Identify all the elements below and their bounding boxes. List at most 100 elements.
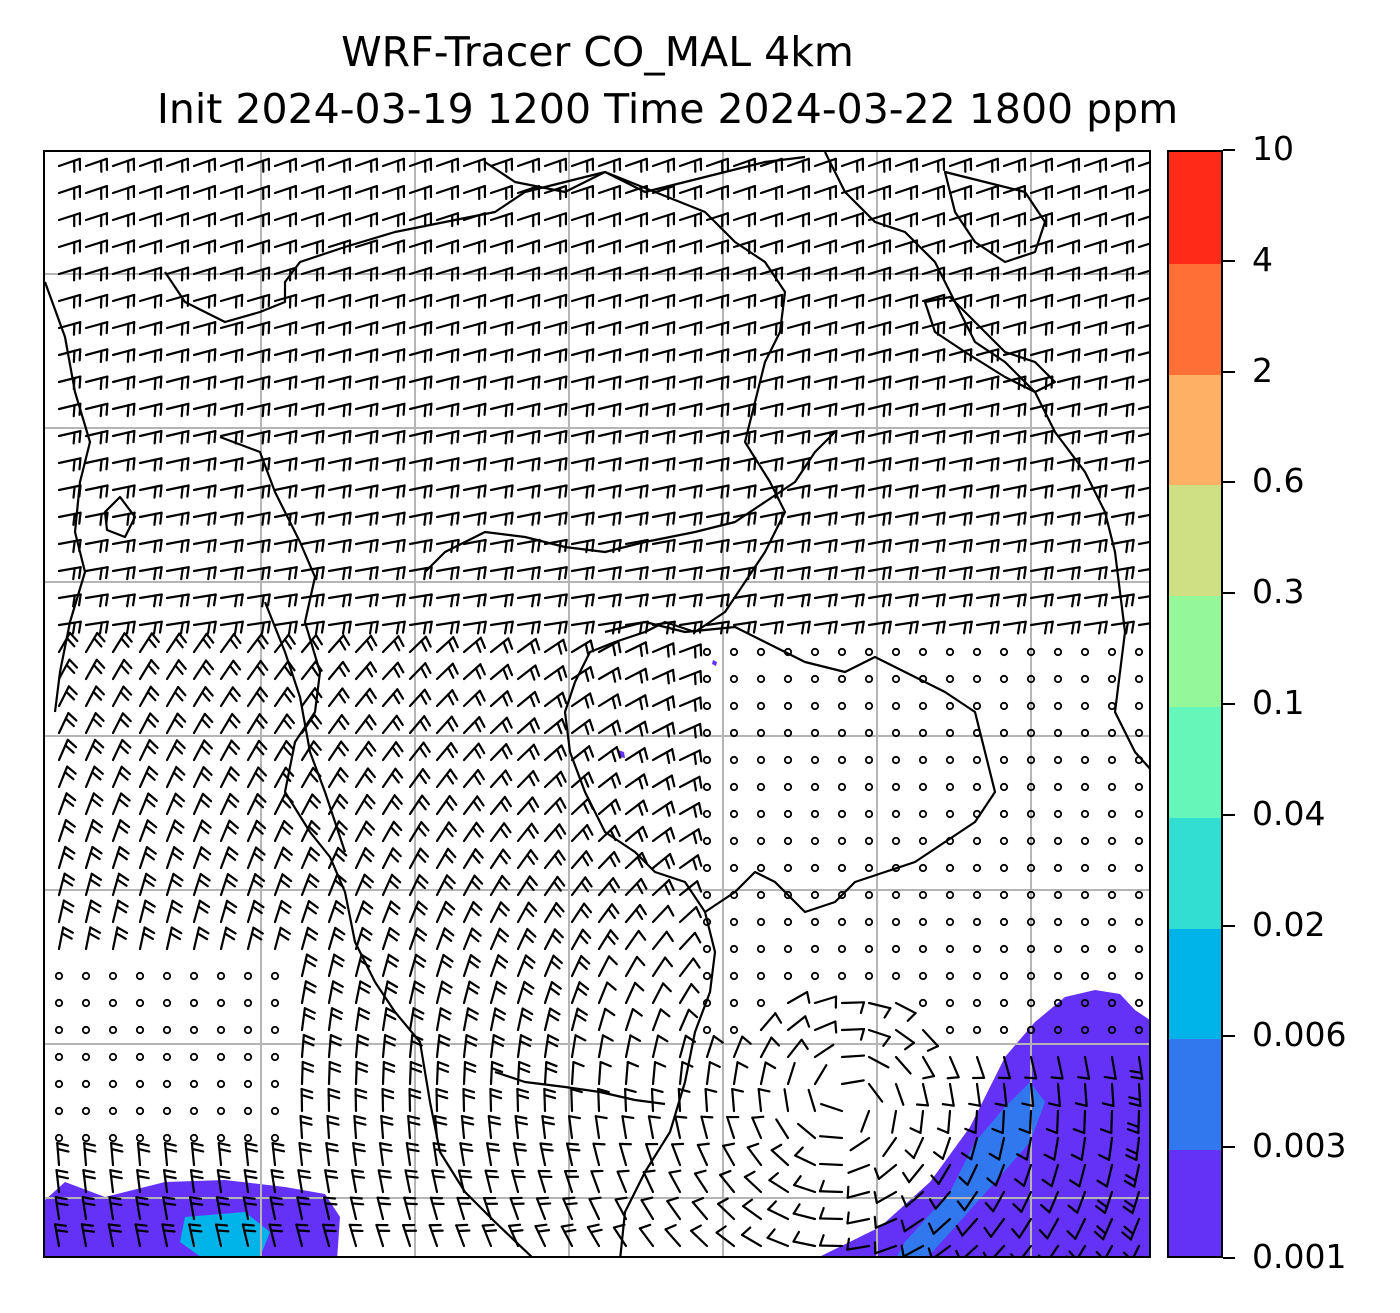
wind-barb-flag [307, 900, 319, 909]
wind-barb-flag [725, 620, 730, 634]
wind-barb [381, 348, 406, 357]
wind-barb [165, 375, 190, 384]
wind-barb [378, 1142, 385, 1167]
wind-barb [840, 511, 865, 519]
wind-barb [570, 639, 592, 654]
wind-barb [57, 484, 82, 492]
wind-barb-flag [144, 824, 156, 834]
wind-barb-flag [672, 484, 676, 498]
wind-barb [840, 593, 865, 600]
wind-barb [111, 402, 136, 411]
wind-barb-flag [583, 748, 590, 762]
wind-barb-flag [394, 741, 404, 753]
wind-barb-flag [882, 594, 886, 608]
wind-barb [894, 212, 919, 222]
wind-barb [1029, 239, 1054, 249]
wind-barb-flag [365, 665, 374, 678]
wind-barb [84, 375, 109, 384]
wind-barb-flag [457, 1169, 472, 1173]
wind-barb-flag [409, 1066, 423, 1073]
wind-barb [624, 877, 643, 897]
wind-barb-flag [591, 457, 595, 471]
wind-barb [404, 1169, 412, 1194]
wind-barb-flag [531, 485, 535, 499]
wind-barb-flag [126, 594, 130, 608]
wind-barb-flag [1023, 511, 1027, 525]
wind-barb [732, 429, 757, 438]
wind-barb [381, 212, 406, 222]
wind-barb [246, 593, 271, 600]
wind-barb [1083, 321, 1108, 330]
wind-barb [219, 792, 232, 816]
map-panel[interactable] [43, 150, 1151, 1258]
wind-barb-flag [376, 1196, 390, 1200]
wind-barb [486, 1142, 493, 1167]
wind-barb-flag [342, 512, 346, 526]
wind-barb-flag [358, 1007, 371, 1015]
wind-barb-flag [356, 1039, 369, 1047]
wind-barb [903, 1217, 925, 1233]
wind-barb [570, 954, 583, 978]
wind-barb-flag [942, 566, 946, 580]
wind-barb-flag [308, 772, 319, 783]
wind-barb-flag [1131, 375, 1135, 389]
wind-barb [511, 1169, 520, 1194]
wind-barb [246, 899, 256, 924]
wind-barb-flag [610, 802, 617, 815]
wind-barb-flag [288, 349, 292, 363]
wind-barb-flag [153, 376, 157, 391]
calm-wind-marker [1107, 782, 1117, 792]
wind-barb-flag [645, 484, 649, 498]
wind-barb [732, 321, 757, 330]
wind-barb-flag [611, 621, 616, 635]
wind-barb-flag [474, 667, 482, 680]
calm-wind-marker [783, 836, 793, 846]
wind-barb [624, 1060, 629, 1086]
wind-barb [921, 538, 946, 546]
wind-barb-flag [81, 1229, 96, 1233]
wind-barb-flag [255, 718, 265, 729]
wind-barb-flag [474, 693, 482, 706]
wind-barb-flag [581, 828, 590, 841]
wind-barb [813, 1020, 837, 1032]
wind-barb [932, 1217, 952, 1235]
wind-barb [1103, 1190, 1114, 1214]
wind-barb-flag [611, 643, 617, 657]
wind-barb [894, 457, 919, 465]
wind-barb-flag [302, 1039, 315, 1047]
wind-barb-flag [510, 402, 514, 416]
calm-wind-marker [999, 998, 1009, 1008]
colorbar-label: 0.1 [1252, 683, 1305, 722]
wind-barb-flag [189, 1229, 203, 1233]
wind-barb [489, 769, 507, 789]
wind-barb-flag [807, 429, 811, 444]
wind-barb-flag [217, 1142, 231, 1147]
wind-barb [786, 429, 811, 438]
wind-barb-flag [56, 1147, 70, 1153]
wind-barb [624, 747, 646, 762]
calm-wind-marker [216, 1133, 226, 1143]
calm-wind-marker [1107, 917, 1117, 927]
wind-barb-flag [699, 429, 703, 444]
calm-wind-marker [216, 1052, 226, 1062]
wind-barb [219, 402, 244, 411]
wind-barb-flag [1071, 431, 1075, 445]
wind-barb-flag [463, 1066, 477, 1074]
wind-barb-flag [384, 1013, 397, 1021]
wind-barb [354, 457, 379, 465]
wind-barb-flag [126, 485, 130, 499]
wind-barb [138, 899, 147, 924]
wind-barb [948, 511, 973, 519]
wind-barb [1137, 568, 1149, 573]
wind-barb [408, 1007, 415, 1032]
wind-barb [381, 457, 406, 465]
wind-barb [165, 402, 190, 411]
wind-barb [1110, 429, 1135, 438]
wind-barb-flag [666, 376, 670, 391]
wind-barb-flag [955, 1249, 960, 1256]
wind-barb [1110, 511, 1135, 519]
wind-barb-flag [180, 512, 184, 526]
wind-barb [624, 511, 649, 519]
wind-barb-flag [747, 594, 751, 608]
wind-barb [381, 1060, 385, 1086]
